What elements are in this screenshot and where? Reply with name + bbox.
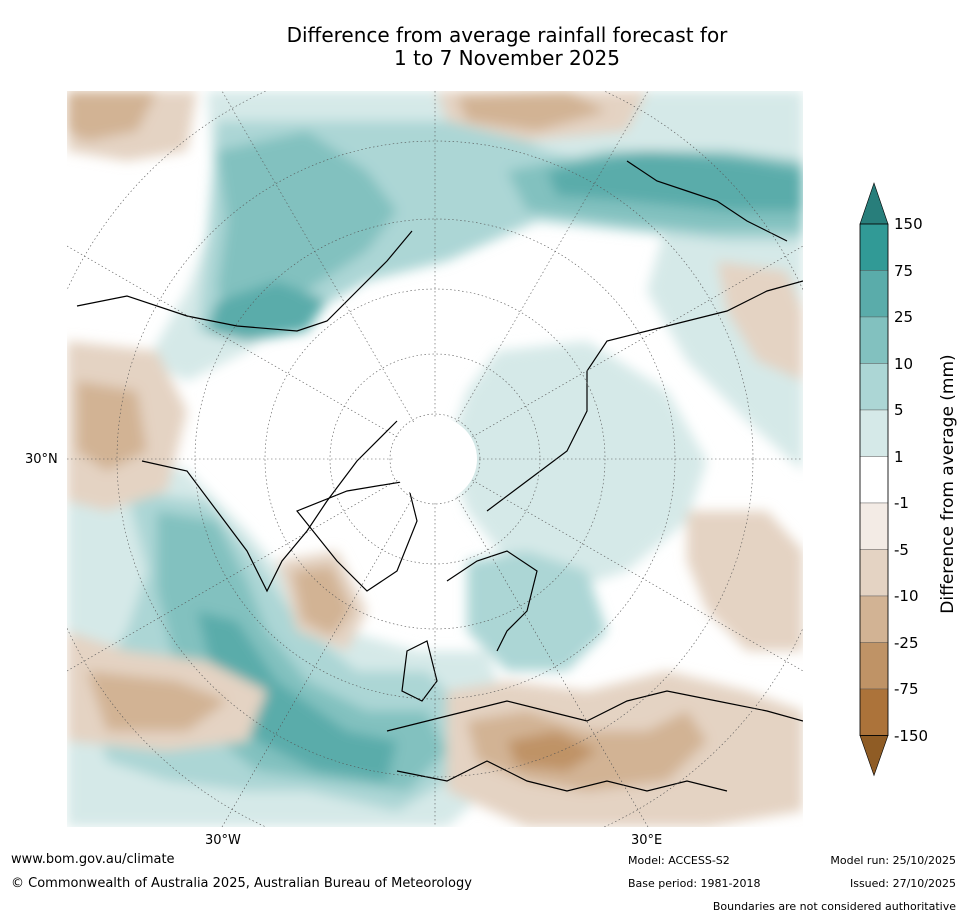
colorbar-tick-label: 150 (894, 215, 923, 233)
longitude-label-30w: 30°W (205, 833, 241, 848)
colorbar-bin (859, 456, 889, 504)
graticule-lat-circle (116, 140, 754, 778)
colorbar-tick-label: -75 (894, 680, 919, 698)
dry-anomaly-north-core (457, 91, 607, 131)
footer-website: www.bom.gov.au/climate (11, 852, 175, 867)
north-pole-blank (393, 417, 477, 501)
footer-issued: Issued: 27/10/2025 (849, 877, 956, 890)
colorbar-bin (859, 549, 889, 597)
colorbar-tick-label: -25 (894, 633, 919, 652)
latitude-label-30n: 30°N (25, 452, 58, 467)
colorbar-tick-label: 10 (894, 354, 914, 373)
wet-anomaly-russia (447, 341, 707, 591)
colorbar-tick-label: -150 (894, 726, 929, 745)
footer-model-run: Model run: 25/10/2025 (830, 854, 956, 867)
footer-base-period: Base period: 1981-2018 (628, 877, 761, 890)
dry-anomaly-southwest-core (87, 671, 227, 731)
colorbar-extend-max (859, 182, 889, 225)
dry-anomaly-west-core (77, 381, 147, 471)
graticule-lat-circle (264, 288, 606, 630)
colorbar-outline (859, 223, 889, 736)
colorbar-bin (859, 502, 889, 550)
coastline-europe (386, 690, 803, 732)
footer-disclaimer: Boundaries are not considered authoritat… (712, 900, 956, 913)
colorbar-tick-label: 1 (894, 447, 904, 466)
dry-anomaly-med-peak (507, 731, 597, 771)
wet-anomaly-pacific-strong (217, 131, 397, 321)
colorbar-tick-label: 75 (894, 261, 914, 280)
colorbar-tick-label: -1 (894, 494, 909, 512)
colorbar-tick-label: 5 (894, 401, 904, 419)
coastline-russia-arctic (486, 280, 803, 512)
colorbar-bin (859, 363, 889, 411)
coastline-north-america (141, 420, 398, 593)
coastline-mediterranean (396, 760, 728, 792)
colorbar-bin (859, 409, 889, 457)
footer-model: Model: ACCESS-S2 (628, 854, 730, 867)
coastline-alaska (76, 230, 413, 332)
coastline-scandinavia (446, 550, 538, 652)
colorbar-extend-min (859, 735, 889, 777)
coastline-british-isles (401, 640, 438, 702)
colorbar (859, 182, 889, 777)
longitude-label-30e: 30°E (631, 833, 663, 848)
dry-anomaly-nw-core (67, 91, 157, 141)
colorbar-axis-title: Difference from average (mm) (938, 354, 958, 614)
colorbar-bin (859, 270, 889, 318)
coastline-greenland (296, 480, 418, 592)
footer-copyright: © Commonwealth of Australia 2025, Austra… (11, 876, 472, 891)
colorbar-bin (859, 642, 889, 690)
coastlines (76, 160, 803, 792)
dry-anomaly-atlantic-ridge-core (292, 566, 352, 636)
coastline-kamchatka (626, 160, 788, 242)
rainfall-anomaly-map (67, 91, 803, 827)
dry-anomaly-central-asia (687, 511, 803, 651)
colorbar-tick-label: 25 (894, 308, 914, 326)
colorbar-bin (859, 223, 889, 271)
colorbar-bin (859, 316, 889, 364)
wet-anomaly-atlantic-peak (197, 611, 397, 781)
colorbar-tick-label: -5 (894, 540, 909, 559)
map-title-line2: 1 to 7 November 2025 (394, 46, 620, 70)
colorbar-tick-label: -10 (894, 587, 919, 605)
map-title-line1: Difference from average rainfall forecas… (286, 23, 728, 47)
wet-anomaly-nw-pacific-peak (547, 151, 803, 211)
colorbar-bin (859, 595, 889, 643)
dry-anomaly-far-east (717, 261, 803, 381)
colorbar-bin (859, 688, 889, 736)
